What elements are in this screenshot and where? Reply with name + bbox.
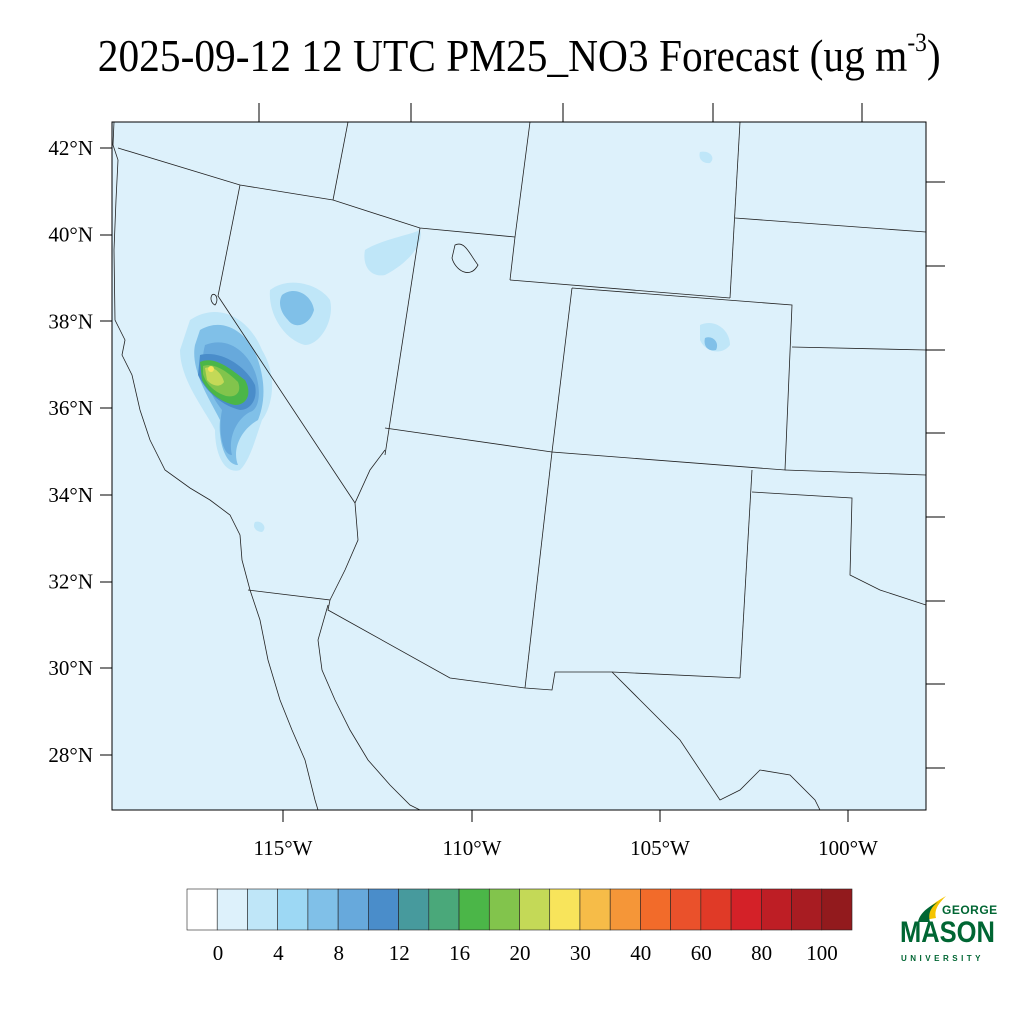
colorbar-label: 8 bbox=[334, 941, 345, 965]
lon-labels: 115°W 110°W 105°W 100°W bbox=[254, 836, 879, 860]
border-id-wy bbox=[509, 122, 531, 281]
colorbar-label: 12 bbox=[389, 941, 410, 965]
great-salt-lake bbox=[451, 243, 479, 273]
colorbar-box bbox=[700, 888, 732, 931]
coastline bbox=[112, 122, 319, 810]
colorbar-box bbox=[277, 888, 309, 931]
colorbar-box bbox=[549, 888, 581, 931]
lat-label: 34°N bbox=[48, 483, 93, 507]
map-frame bbox=[111, 121, 927, 811]
lat-labels: 42°N 40°N 38°N 36°N 34°N 32°N 30°N 28°N bbox=[48, 136, 93, 767]
title-superscript: -3 bbox=[907, 27, 927, 57]
colorbar-label: 4 bbox=[273, 941, 284, 965]
logo-university: UNIVERSITY bbox=[901, 954, 985, 963]
contour-medium bbox=[280, 290, 314, 326]
border-nv-ut bbox=[384, 227, 421, 456]
colorbar-box bbox=[216, 888, 248, 931]
border-id-or bbox=[332, 122, 349, 201]
flame-icon bbox=[918, 896, 946, 922]
border-wy-east bbox=[729, 122, 741, 299]
colorbar-box bbox=[458, 888, 490, 931]
map-background bbox=[112, 122, 926, 810]
colorbar-box bbox=[821, 888, 853, 931]
border-ne-ks bbox=[791, 346, 926, 351]
gulf-of-california bbox=[317, 604, 421, 810]
concentration-field bbox=[180, 151, 730, 532]
border-colorado-river bbox=[329, 449, 386, 601]
contour-yellowgreen bbox=[205, 367, 224, 386]
chart-title: 2025-09-12 12 UTC PM25_NO3 Forecast (ug … bbox=[51, 28, 987, 84]
contour-light bbox=[253, 521, 265, 532]
border-ut-az bbox=[384, 427, 553, 453]
colorbar-box bbox=[519, 888, 551, 931]
colorbar-label: 100 bbox=[806, 941, 838, 965]
colorbar-box bbox=[791, 888, 823, 931]
axis-ticks bbox=[100, 103, 945, 822]
lat-label: 38°N bbox=[48, 309, 93, 333]
colorbar-box bbox=[247, 888, 278, 931]
colorbar: 0 4 8 12 16 20 30 40 60 80 100 bbox=[186, 888, 853, 965]
colorbar-box bbox=[337, 888, 369, 931]
colorbar-label: 80 bbox=[751, 941, 772, 965]
border-us-mexico bbox=[247, 589, 741, 691]
contour-light bbox=[699, 151, 713, 164]
colorbar-label: 60 bbox=[691, 941, 712, 965]
colorbar-box bbox=[640, 888, 671, 931]
lat-label: 36°N bbox=[48, 396, 93, 420]
logo-mason: MASON bbox=[900, 916, 995, 949]
lon-label: 115°W bbox=[254, 836, 313, 860]
contour-yellow bbox=[208, 366, 214, 372]
lat-label: 30°N bbox=[48, 656, 93, 680]
contour-medium bbox=[704, 337, 718, 351]
colorbar-box bbox=[609, 888, 641, 931]
colorbar-box bbox=[579, 888, 611, 931]
colorbar-label: 30 bbox=[570, 941, 591, 965]
colorbar-box bbox=[428, 888, 460, 931]
lon-label: 100°W bbox=[818, 836, 878, 860]
rio-grande bbox=[611, 671, 821, 810]
colorbar-label: 16 bbox=[449, 941, 470, 965]
colorbar-box bbox=[368, 888, 399, 931]
colorbar-box bbox=[670, 888, 702, 931]
colorbar-box bbox=[761, 888, 792, 931]
colorbar-box bbox=[307, 888, 339, 931]
colorbar-box bbox=[186, 888, 218, 931]
colorbar-label: 20 bbox=[510, 941, 531, 965]
lon-label: 110°W bbox=[443, 836, 502, 860]
lat-label: 32°N bbox=[48, 570, 93, 594]
border-az-nm bbox=[524, 451, 553, 689]
lake-tahoe bbox=[210, 293, 218, 306]
lat-label: 40°N bbox=[48, 223, 93, 247]
lat-label: 28°N bbox=[48, 743, 93, 767]
border-ca-nv bbox=[217, 184, 356, 504]
title-close: ) bbox=[926, 30, 941, 81]
gmu-logo: GEORGE MASON UNIVERSITY bbox=[896, 896, 1006, 968]
boundaries bbox=[112, 122, 926, 810]
logo-george: GEORGE bbox=[942, 903, 998, 917]
colorbar-box bbox=[730, 888, 762, 931]
border-wy-south bbox=[509, 279, 731, 299]
lon-label: 105°W bbox=[630, 836, 690, 860]
title-text: 2025-09-12 12 UTC PM25_NO3 Forecast (ug … bbox=[97, 30, 908, 81]
colorbar-box bbox=[398, 888, 430, 931]
border-nm-tx bbox=[739, 469, 753, 679]
colorbar-box bbox=[488, 888, 520, 931]
border-ks-ok bbox=[784, 469, 926, 476]
border-ne-sd bbox=[734, 217, 926, 233]
contour-light bbox=[364, 230, 421, 276]
colorbar-label: 40 bbox=[630, 941, 651, 965]
border-ok-tx bbox=[751, 491, 926, 606]
lat-label: 42°N bbox=[48, 136, 93, 160]
colorbar-label: 0 bbox=[213, 941, 224, 965]
